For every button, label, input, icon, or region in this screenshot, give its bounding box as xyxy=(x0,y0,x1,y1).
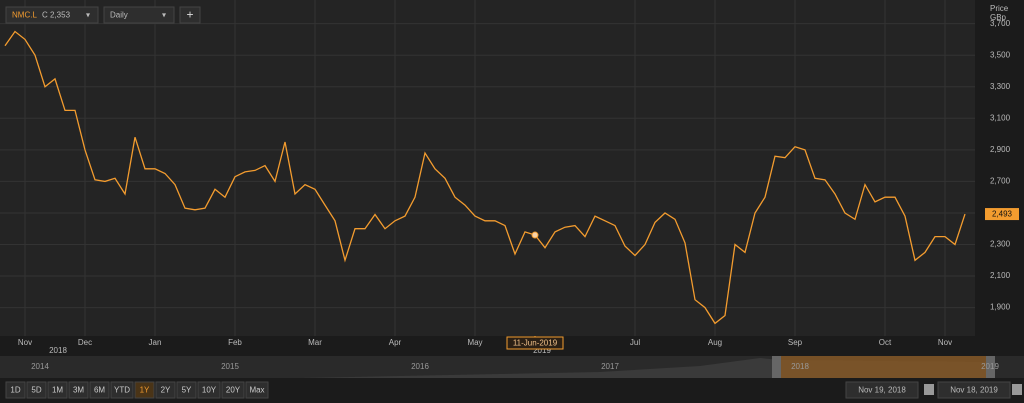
navigator-year: 2019 xyxy=(981,362,999,371)
current-price-label: 2,493 xyxy=(992,210,1013,219)
range-label: 3M xyxy=(73,386,84,395)
range-label: 10Y xyxy=(202,386,217,395)
navigator-handle[interactable] xyxy=(986,356,995,378)
date-box[interactable] xyxy=(937,381,1011,399)
y-tick-label: 3,500 xyxy=(990,50,1011,59)
x-tick-label: Sep xyxy=(788,338,803,347)
calendar-icon[interactable] xyxy=(1012,384,1022,395)
y-tick-label: 1,900 xyxy=(990,303,1011,312)
navigator-year: 2017 xyxy=(601,362,619,371)
navigator-year: 2014 xyxy=(31,362,49,371)
axis-unit: Price xyxy=(990,4,1009,13)
range-label: 1D xyxy=(10,386,20,395)
range-button[interactable] xyxy=(110,381,134,399)
y-tick-label: 2,900 xyxy=(990,145,1011,154)
navigator-handle[interactable] xyxy=(772,356,781,378)
dropdown-arrow: ▾ xyxy=(162,11,166,20)
range-button[interactable] xyxy=(26,381,47,399)
x-tick-label: Jan xyxy=(149,338,162,347)
x-tick-label: Mar xyxy=(308,338,322,347)
y-tick-label: 3,300 xyxy=(990,82,1011,91)
range-button[interactable] xyxy=(134,381,155,399)
x-tick-label: Oct xyxy=(879,338,892,347)
x-tick-label: Apr xyxy=(389,338,402,347)
navigator-year: 2016 xyxy=(411,362,429,371)
date-to: Nov 18, 2019 xyxy=(950,386,998,395)
range-label: 5Y xyxy=(182,386,192,395)
range-button[interactable] xyxy=(155,381,176,399)
range-label: YTD xyxy=(114,386,130,395)
price-line xyxy=(4,30,966,325)
range-button[interactable] xyxy=(89,381,110,399)
x-tick-label: Aug xyxy=(708,338,722,347)
date-from: Nov 19, 2018 xyxy=(858,386,906,395)
current-price-box xyxy=(985,208,1019,221)
dropdown-arrow: ▾ xyxy=(86,11,90,20)
y-tick-label: 3,700 xyxy=(990,19,1011,28)
axis-unit: GBp xyxy=(990,13,1007,22)
navigator-window[interactable] xyxy=(780,356,988,378)
range-button[interactable] xyxy=(68,381,89,399)
range-button[interactable] xyxy=(5,381,26,399)
range-button[interactable] xyxy=(176,381,197,399)
range-label: 1Y xyxy=(140,386,150,395)
interval: Daily xyxy=(110,11,128,20)
x-tick-label: Nov xyxy=(938,338,952,347)
range-button[interactable] xyxy=(221,381,245,399)
range-button[interactable] xyxy=(47,381,68,399)
x-tick-label: Nov xyxy=(18,338,32,347)
crosshair-point xyxy=(531,231,539,239)
y-tick-label: 3,100 xyxy=(990,113,1011,122)
x-tick-label: Jul xyxy=(630,338,640,347)
y-tick-label: 2,300 xyxy=(990,240,1011,249)
navigator-year: 2018 xyxy=(791,362,809,371)
symbol-box[interactable] xyxy=(5,6,99,24)
x-tick-label: May xyxy=(467,338,482,347)
y-tick-label: 2,700 xyxy=(990,177,1011,186)
date-box[interactable] xyxy=(845,381,919,399)
x-tick-label: Feb xyxy=(228,338,242,347)
range-label: 2Y xyxy=(161,386,171,395)
crosshair-label-box xyxy=(506,336,564,350)
range-label: 6M xyxy=(94,386,105,395)
y-tick-label: 2,100 xyxy=(990,271,1011,280)
x-tick-label: Dec xyxy=(78,338,92,347)
add-button[interactable] xyxy=(179,6,201,24)
range-label: Max xyxy=(249,386,264,395)
year-label: 2019 xyxy=(533,346,551,355)
calendar-icon[interactable] xyxy=(924,384,934,395)
quote: C 2,353 xyxy=(42,11,71,20)
range-label: 5D xyxy=(31,386,41,395)
symbol: NMC.L xyxy=(12,11,37,20)
range-button[interactable] xyxy=(197,381,221,399)
plot-area xyxy=(0,0,975,336)
navigator-year: 2015 xyxy=(221,362,239,371)
add: + xyxy=(186,8,193,22)
crosshair-label: 11-Jun-2019 xyxy=(513,339,558,348)
range-button[interactable] xyxy=(245,381,269,399)
range-label: 1M xyxy=(52,386,63,395)
interval-box[interactable] xyxy=(103,6,175,24)
range-label: 20Y xyxy=(226,386,241,395)
year-label: 2018 xyxy=(49,346,67,355)
